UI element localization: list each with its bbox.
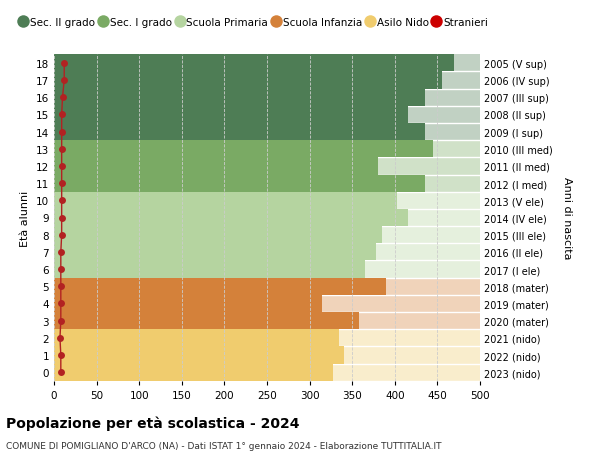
Legend: Sec. II grado, Sec. I grado, Scuola Primaria, Scuola Infanzia, Asilo Nido, Stran: Sec. II grado, Sec. I grado, Scuola Prim…	[21, 18, 488, 28]
Point	[58, 94, 67, 101]
Point	[57, 112, 67, 119]
Point	[57, 163, 67, 170]
Bar	[54, 106, 480, 123]
Bar	[54, 347, 480, 364]
Point	[57, 197, 67, 205]
Bar	[54, 90, 425, 106]
Text: COMUNE DI POMIGLIANO D'ARCO (NA) - Dati ISTAT 1° gennaio 2024 - Elaborazione TUT: COMUNE DI POMIGLIANO D'ARCO (NA) - Dati …	[6, 441, 442, 450]
Bar	[54, 55, 454, 72]
Point	[56, 369, 65, 376]
Bar	[54, 295, 322, 313]
Point	[57, 231, 67, 239]
Bar	[54, 347, 344, 364]
Point	[59, 77, 69, 84]
Point	[56, 266, 65, 273]
Point	[57, 129, 67, 136]
Bar	[54, 141, 433, 158]
Point	[59, 60, 69, 67]
Bar	[54, 261, 480, 278]
Bar	[54, 209, 480, 227]
Bar	[54, 295, 480, 313]
Point	[56, 249, 65, 256]
Bar	[54, 158, 378, 175]
Bar	[54, 261, 365, 278]
Y-axis label: Età alunni: Età alunni	[20, 190, 31, 246]
Bar	[54, 106, 407, 123]
Bar	[54, 330, 480, 347]
Bar	[54, 175, 480, 192]
Point	[56, 352, 65, 359]
Point	[57, 146, 67, 153]
Bar	[54, 313, 480, 330]
Y-axis label: Anni di nascita: Anni di nascita	[562, 177, 572, 259]
Bar	[54, 364, 480, 381]
Bar	[54, 227, 480, 244]
Bar	[54, 123, 480, 141]
Bar	[54, 313, 359, 330]
Bar	[54, 244, 480, 261]
Bar	[54, 55, 480, 72]
Point	[55, 335, 65, 342]
Bar	[54, 158, 480, 175]
Point	[57, 180, 67, 187]
Bar	[54, 244, 376, 261]
Bar	[54, 278, 386, 295]
Bar	[54, 123, 425, 141]
Bar	[54, 141, 480, 158]
Point	[56, 300, 65, 308]
Bar	[54, 330, 340, 347]
Bar	[54, 278, 480, 295]
Point	[57, 214, 67, 222]
Point	[56, 317, 65, 325]
Bar	[54, 192, 397, 209]
Text: Popolazione per età scolastica - 2024: Popolazione per età scolastica - 2024	[6, 415, 299, 430]
Bar	[54, 175, 425, 192]
Bar	[54, 192, 480, 209]
Bar	[54, 90, 480, 106]
Bar	[54, 72, 480, 90]
Bar	[54, 209, 407, 227]
Bar	[54, 227, 382, 244]
Point	[56, 283, 65, 290]
Bar	[54, 72, 442, 90]
Bar	[54, 364, 334, 381]
